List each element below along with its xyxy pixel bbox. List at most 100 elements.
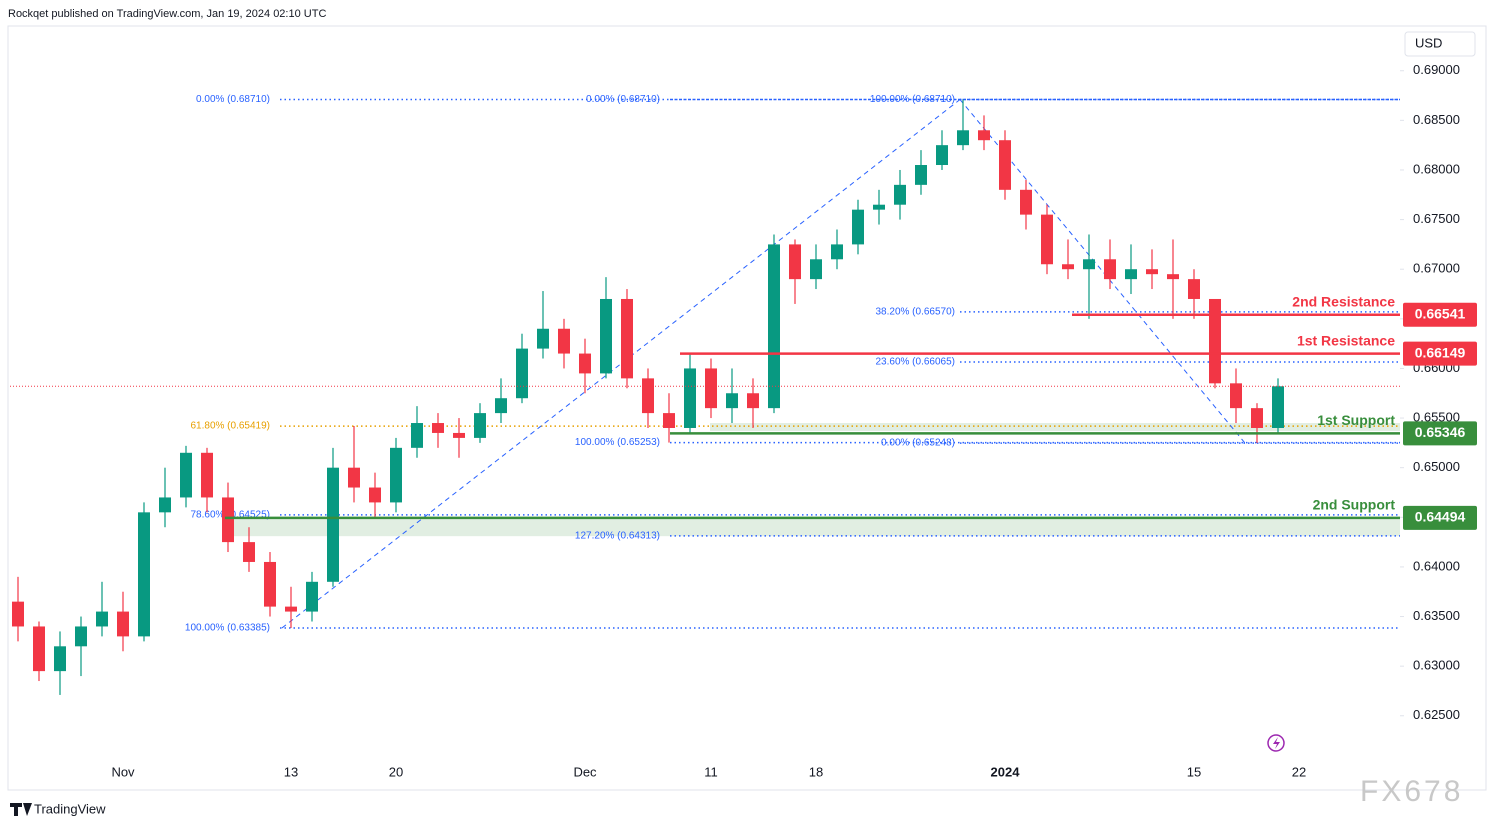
candle-body [327,467,339,582]
y-tick-label: 0.63500 [1413,608,1460,623]
candle-body [33,626,45,672]
sr-label: 1st Resistance [1297,332,1395,348]
candle-body [936,145,948,166]
candle-body [768,244,780,409]
candle-body [726,393,738,409]
price-badge-label: 0.65346 [1415,424,1466,440]
candle-body [1083,259,1095,270]
fib-label: 23.60% (0.66065) [875,357,955,368]
x-tick-label: 18 [809,764,823,779]
currency[interactable]: USD [1415,35,1442,50]
candle-body [96,611,108,627]
candle-body [831,244,843,260]
candle-body [495,398,507,414]
candle-body [537,328,549,349]
candle-body [684,368,696,428]
watermark: FX678 [1360,775,1463,808]
candle-body [369,487,381,503]
candle-body [222,497,234,543]
candle-body [894,184,906,205]
candle-body [663,413,675,428]
candle-body [957,130,969,146]
candle-body [432,423,444,433]
alert-icon[interactable] [1267,734,1285,752]
candle-body [390,447,402,503]
fib-label: 0.00% (0.68710) [586,94,660,105]
x-tick-label: 13 [284,764,298,779]
candle-body [285,606,297,612]
y-tick-label: 0.68500 [1413,112,1460,127]
candle-body [1209,298,1221,384]
price-badge-label: 0.64494 [1415,509,1466,525]
brand: TradingView [34,801,106,816]
alert-bolt [1273,737,1280,749]
x-tick-label: 20 [389,764,403,779]
byline: Rockqet published on TradingView.com, Ja… [8,8,326,20]
price-badge [1403,421,1477,446]
price-badge [1403,505,1477,530]
fib-label: 100.00% (0.63385) [185,623,270,634]
x-tick-label: 2024 [991,764,1021,779]
fib-label: 61.80% (0.65419) [190,421,270,432]
y-tick-label: 0.69000 [1413,62,1460,77]
x-tick-label: Dec [573,764,597,779]
candle-body [1272,386,1284,428]
candle-body [978,130,990,141]
candle-body [705,368,717,409]
fib-label: 38.20% (0.66570) [875,307,955,318]
candle-body [642,378,654,414]
candle-body [1041,214,1053,265]
y-tick-label: 0.65000 [1413,459,1460,474]
candle-body [411,423,423,448]
x-tick-label: 15 [1187,764,1201,779]
currency-box[interactable] [1404,31,1476,57]
support-zone [710,423,1400,431]
logo [10,803,32,816]
candle-body [180,452,192,498]
candle-body [348,467,360,488]
y-tick-label: 0.64000 [1413,558,1460,573]
y-tick-label: 0.62500 [1413,707,1460,722]
candle-body [474,413,486,438]
candle-body [600,298,612,374]
fib-label: 100.00% (0.65253) [575,437,660,448]
candle-body [306,581,318,612]
sr-label: 2nd Support [1313,497,1396,513]
price-badge-label: 0.66541 [1415,305,1466,321]
candle-body [852,209,864,245]
y-tick-label: 0.65500 [1413,410,1460,425]
candle-body [264,561,276,607]
candle-body [516,348,528,399]
candle-body [558,328,570,354]
sr-label: 2nd Resistance [1292,293,1395,309]
candle-body [579,353,591,374]
candle-body [915,165,927,185]
candle-body [1146,269,1158,275]
candle-body [12,601,24,627]
y-tick-label: 0.63000 [1413,658,1460,673]
y-tick-label: 0.67500 [1413,211,1460,226]
y-tick-label: 0.67000 [1413,261,1460,276]
candle-body [621,298,633,379]
fib-label: 127.20% (0.64313) [575,530,660,541]
candle-body [1167,274,1179,280]
candle-body [117,611,129,637]
y-tick-label: 0.68000 [1413,161,1460,176]
candle-body [789,244,801,280]
candle-body [75,626,87,647]
candle-body [1230,383,1242,409]
x-tick-label: 11 [704,764,718,779]
candle-body [1125,269,1137,280]
candle-body [873,204,885,210]
price-badge-label: 0.66149 [1415,344,1466,360]
candle-body [1188,279,1200,299]
candle-body [1251,408,1263,428]
candle-body [138,512,150,637]
fib-label: 100.00% (0.68710) [870,94,955,105]
price-badge [1403,341,1477,366]
fib-label: 0.00% (0.68710) [196,94,270,105]
candle-body [1020,189,1032,215]
